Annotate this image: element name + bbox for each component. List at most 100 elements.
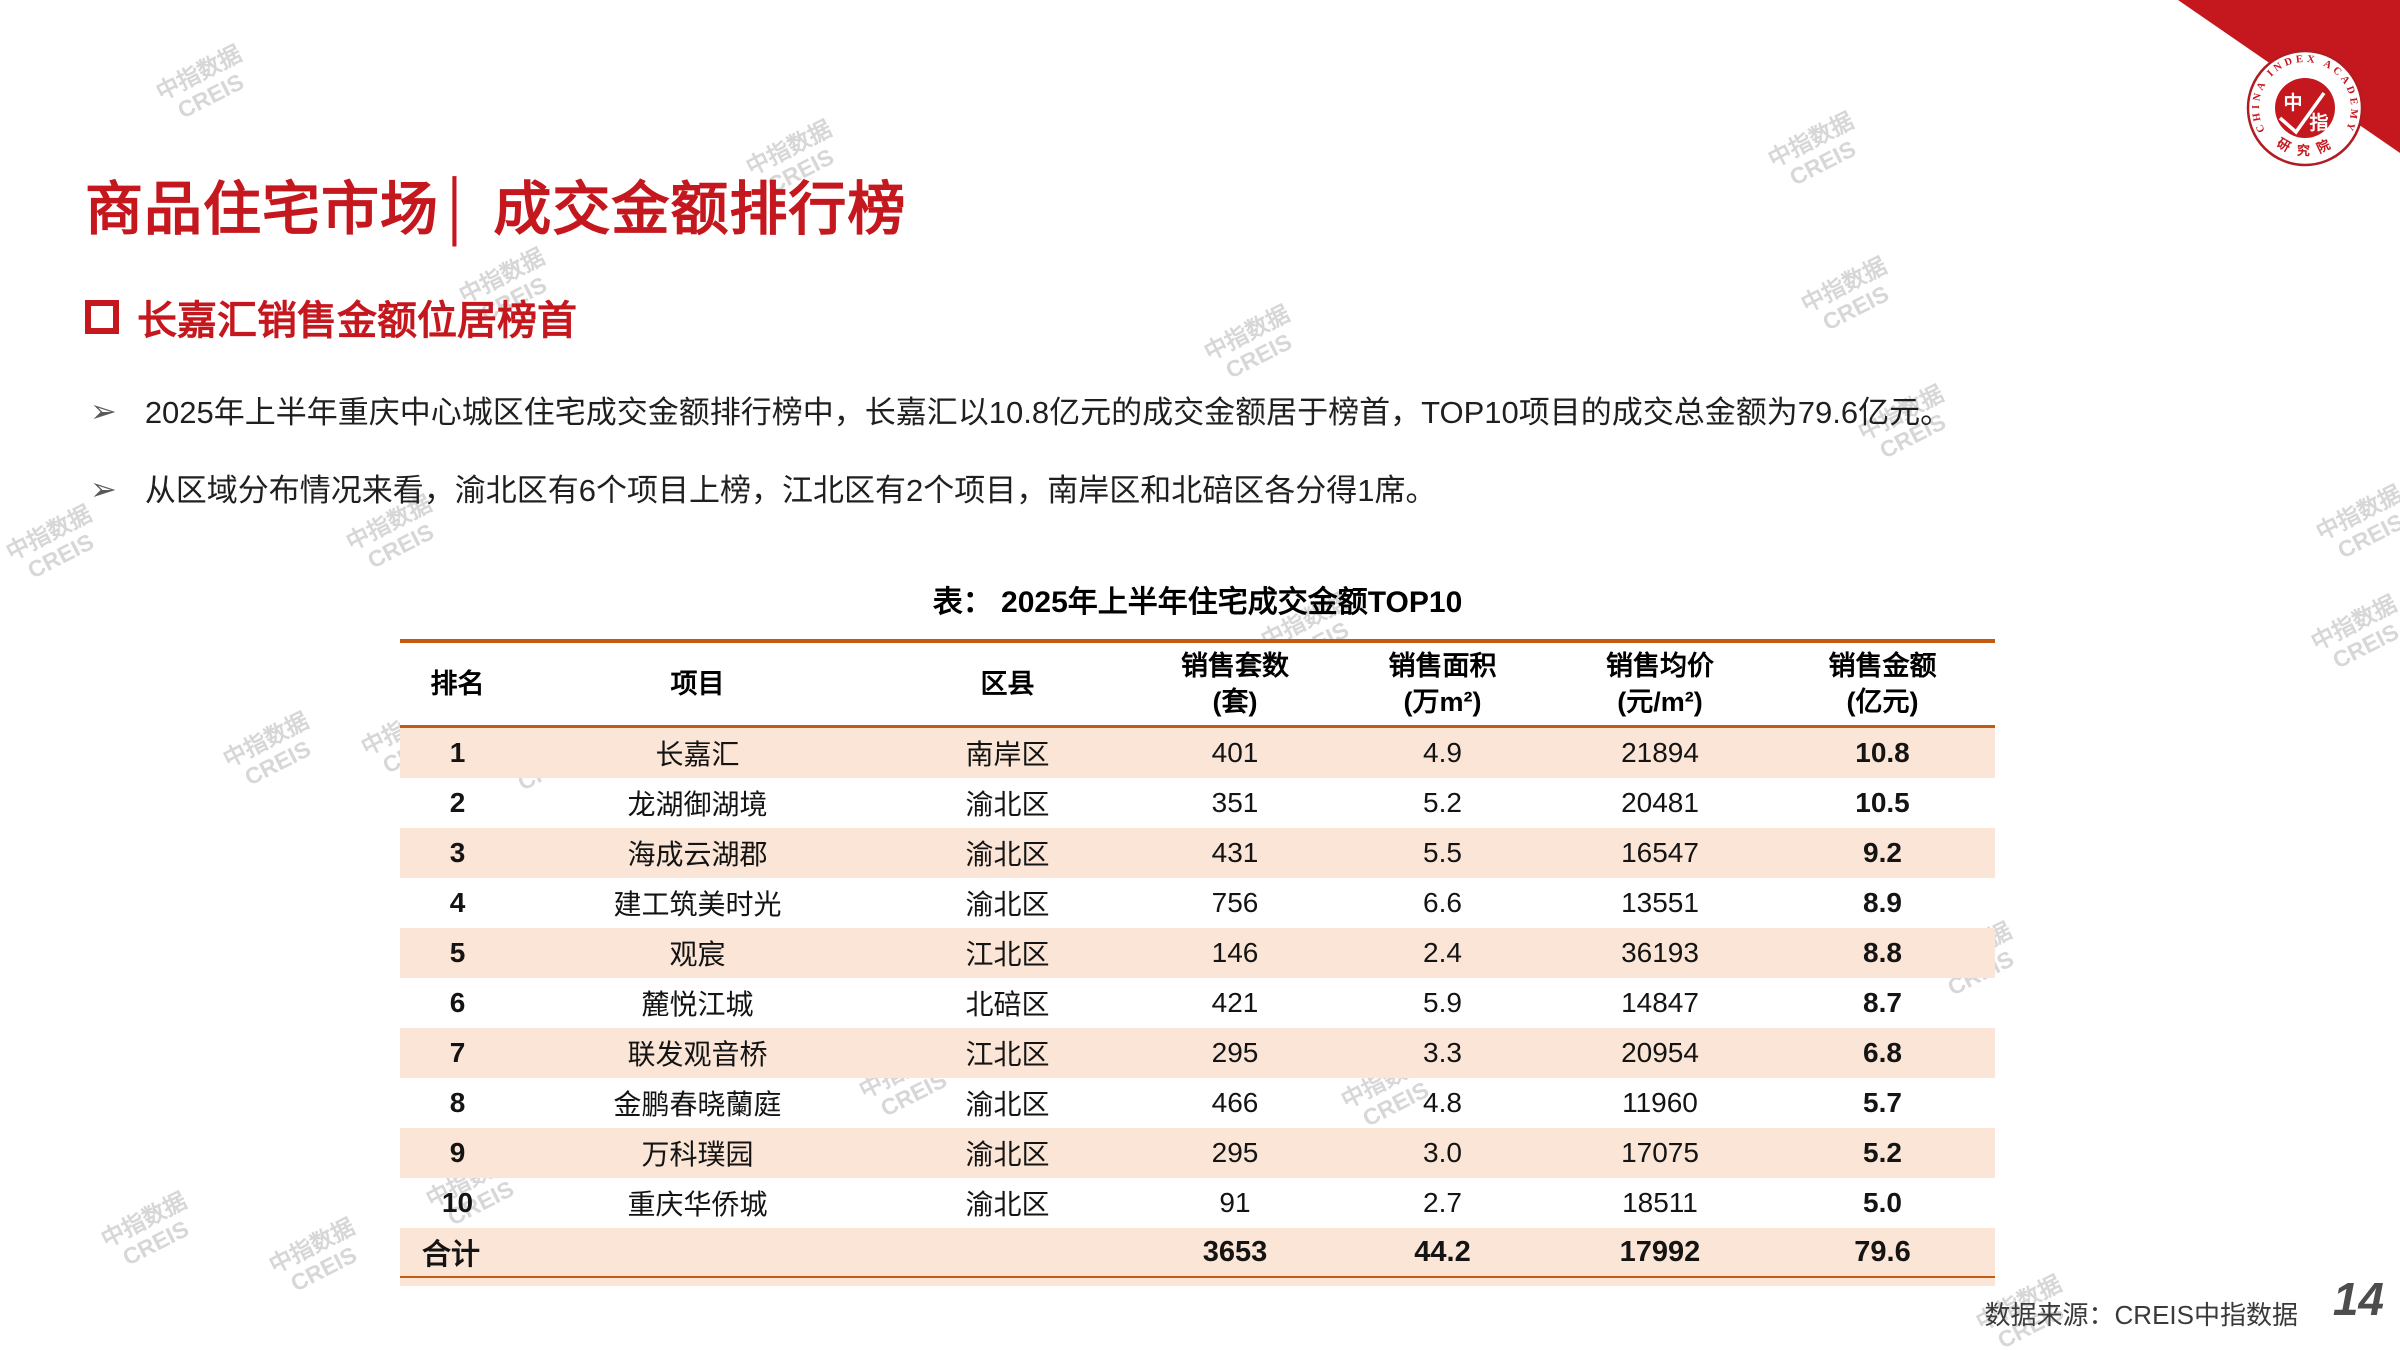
cell-amount: 9.2	[1863, 837, 1902, 868]
bullet-text: 2025年上半年重庆中心城区住宅成交金额排行榜中，长嘉汇以10.8亿元的成交金额…	[144, 395, 1952, 430]
logo-check-mark	[2278, 91, 2326, 135]
logo-emblem-bottom-char: 指	[2309, 112, 2328, 134]
cell-rank: 1	[449, 737, 466, 768]
cell-area: 5.5	[1423, 837, 1462, 868]
cell-district: 南岸区	[965, 739, 1050, 770]
table-row: 1 长嘉汇 南岸区 401 4.9 21894 10.8	[400, 726, 1995, 778]
data-source-note: 数据来源：CREIS中指数据	[1984, 1300, 2298, 1330]
cell-units: 756	[1211, 887, 1259, 918]
column-header: 销售均价 (元/m²)	[1550, 641, 1770, 728]
cell-avg_price: 20954	[1621, 1037, 1699, 1068]
cell-units: 466	[1211, 1087, 1259, 1118]
cell-rank: 9	[449, 1137, 466, 1168]
cell-rank: 2	[449, 787, 466, 818]
cell-avg_price: 17075	[1621, 1137, 1699, 1168]
cell-amount: 10.8	[1855, 737, 1910, 768]
column-header: 销售套数 (套)	[1135, 641, 1335, 728]
bullet-point: ➢ 2025年上半年重庆中心城区住宅成交金额排行榜中，长嘉汇以10.8亿元的成交…	[90, 392, 2320, 434]
cell-project: 重庆华侨城	[627, 1189, 768, 1220]
cell-rank: 4	[449, 887, 466, 918]
cell-project: 观宸	[669, 939, 726, 970]
cell-avg_price: 18511	[1622, 1187, 1698, 1218]
column-header: 销售金额 (亿元)	[1770, 641, 1995, 728]
cell-area: 6.6	[1423, 887, 1462, 918]
cell-amount: 5.0	[1863, 1187, 1902, 1218]
page-number: 14	[2332, 1273, 2384, 1325]
page-title: 商品住宅市场│ 成交金额排行榜	[85, 176, 907, 242]
cell-district: 渝北区	[965, 1089, 1050, 1120]
cell-rank: 3	[449, 837, 466, 868]
cell-avg_price: 14847	[1621, 987, 1699, 1018]
cell-amount: 8.9	[1863, 887, 1902, 918]
ranking-table-section: 表： 2025年上半年住宅成交金额TOP10 排名 项目 区县 销售套数 (套) 销售面积…	[400, 583, 1995, 1286]
total-amount: 79.6	[1854, 1235, 1911, 1268]
table-row: 7 联发观音桥 江北区 295 3.3 20954 6.8	[400, 1028, 1995, 1078]
total-units: 3653	[1202, 1235, 1268, 1268]
cell-amount: 8.8	[1863, 937, 1902, 968]
cell-units: 91	[1219, 1187, 1251, 1218]
cell-amount: 5.7	[1863, 1087, 1902, 1118]
cell-units: 295	[1211, 1037, 1259, 1068]
cell-amount: 5.2	[1863, 1137, 1902, 1168]
cell-project: 联发观音桥	[627, 1039, 768, 1070]
table-row: 10 重庆华侨城 渝北区 91 2.7 18511 5.0	[400, 1178, 1995, 1228]
cell-project: 龙湖御湖境	[627, 789, 768, 820]
table-row: 6 麓悦江城 北碚区 421 5.9 14847 8.7	[400, 978, 1995, 1028]
cell-units: 431	[1211, 837, 1259, 868]
cell-district: 渝北区	[965, 1139, 1050, 1170]
cell-district: 渝北区	[965, 789, 1050, 820]
cell-units: 401	[1211, 737, 1259, 768]
section-header-text: 长嘉汇销售金额位居榜首	[137, 299, 577, 343]
bullet-text: 从区域分布情况来看，渝北区有6个项目上榜，江北区有2个项目，南岸区和北碚区各分得…	[144, 473, 1437, 508]
china-index-academy-logo-icon: CHINA INDEX ACADEMY 研 究 院 中 指	[2178, 0, 2400, 167]
cell-amount: 6.8	[1863, 1037, 1902, 1068]
cell-rank: 7	[449, 1037, 466, 1068]
square-bullet-icon	[85, 300, 119, 334]
cell-rank: 5	[449, 937, 466, 968]
table-row: 3 海成云湖郡 渝北区 431 5.5 16547 9.2	[400, 828, 1995, 878]
cell-units: 295	[1211, 1137, 1259, 1168]
cell-avg_price: 21894	[1621, 737, 1699, 768]
cell-district: 渝北区	[965, 889, 1050, 920]
cell-project: 金鹏春晓蘭庭	[613, 1089, 782, 1120]
cell-units: 421	[1211, 987, 1259, 1018]
table-row: 5 观宸 江北区 146 2.4 36193 8.8	[400, 928, 1995, 978]
arrowhead-bullet-icon: ➢	[90, 471, 117, 507]
cell-avg_price: 36193	[1621, 937, 1699, 968]
section-header: 长嘉汇销售金额位居榜首	[85, 288, 577, 346]
cell-project: 海成云湖郡	[627, 839, 768, 870]
cell-project: 麓悦江城	[641, 989, 754, 1020]
column-header: 项目	[515, 641, 880, 728]
cell-area: 3.0	[1423, 1137, 1462, 1168]
table-header-row: 排名 项目 区县 销售套数 (套) 销售面积 (万m²) 销售均价 (元/m²) 销售金额 (亿元)	[400, 641, 1995, 728]
cell-amount: 10.5	[1855, 787, 1910, 818]
total-avg_price: 17992	[1619, 1235, 1701, 1268]
arrowhead-bullet-icon: ➢	[90, 393, 117, 429]
table-body: 1 长嘉汇 南岸区 401 4.9 21894 10.8 2 龙湖御湖境 渝北区 351 5.2 204…	[400, 726, 1995, 1277]
table-header: 排名 项目 区县 销售套数 (套) 销售面积 (万m²) 销售均价 (元/m²) 销售金额 (亿元)	[400, 641, 1995, 728]
bullet-point: ➢ 从区域分布情况来看，渝北区有6个项目上榜，江北区有2个项目，南岸区和北碚区各…	[90, 470, 2320, 512]
cell-area: 3.3	[1423, 1037, 1462, 1068]
cell-district: 江北区	[965, 939, 1050, 970]
column-header: 销售面积 (万m²)	[1335, 641, 1550, 728]
cell-district: 渝北区	[965, 839, 1050, 870]
cell-avg_price: 16547	[1621, 837, 1699, 868]
table-caption: 表： 2025年上半年住宅成交金额TOP10	[932, 586, 1463, 619]
cell-avg_price: 13551	[1621, 887, 1699, 918]
cell-district: 江北区	[965, 1039, 1050, 1070]
table-total-row: 合计 3653 44.2 17992 79.6	[400, 1228, 1995, 1277]
cell-rank: 6	[449, 987, 466, 1018]
ranking-table: 排名 项目 区县 销售套数 (套) 销售面积 (万m²) 销售均价 (元/m²) 销售金额 (亿元)…	[400, 639, 1995, 1278]
cell-area: 2.7	[1423, 1187, 1462, 1218]
total-area: 44.2	[1414, 1235, 1471, 1268]
